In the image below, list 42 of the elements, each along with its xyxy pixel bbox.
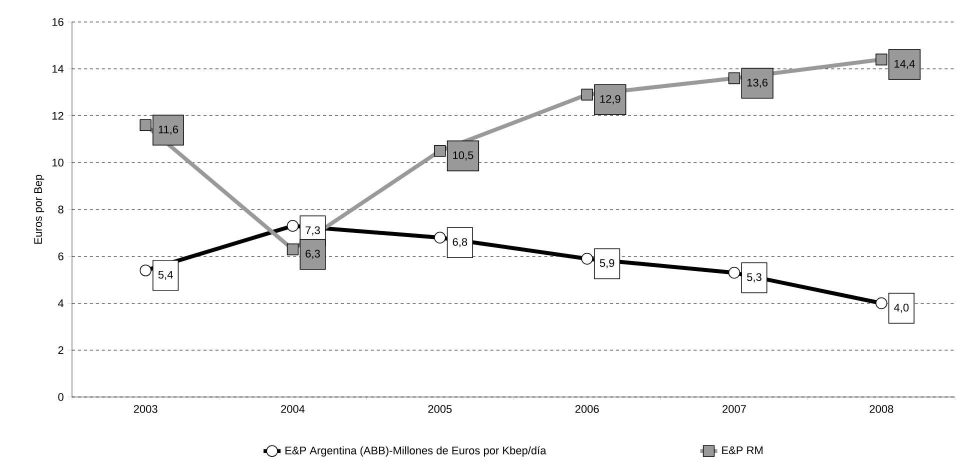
data-label: 12,9 (600, 95, 620, 104)
data-label: 11,6 (158, 126, 178, 135)
point (581, 252, 593, 265)
data-label: 5,9 (600, 259, 614, 268)
x-tick-label: 2006 (575, 405, 599, 413)
data-label: 5,4 (158, 270, 173, 280)
y-tick-label: 6 (58, 252, 64, 260)
y-tick-label: 0 (58, 393, 64, 401)
y-axis-title: Euros por Bep (34, 174, 44, 244)
data-label: 6,3 (306, 250, 320, 259)
point (876, 54, 888, 66)
y-tick-label: 10 (52, 158, 64, 167)
point (876, 297, 888, 310)
data-label: 6,8 (452, 238, 468, 248)
point (728, 266, 740, 279)
y-tick-label: 14 (52, 65, 64, 73)
point (728, 72, 740, 84)
data-label: 7,3 (306, 226, 320, 236)
y-tick-label: 8 (58, 206, 64, 214)
data-label: 14,4 (894, 60, 915, 69)
x-tick-label: 2007 (722, 405, 746, 413)
data-label: 13,6 (747, 78, 768, 88)
point (140, 264, 152, 276)
y-tick-label: 2 (58, 346, 64, 354)
point (140, 119, 152, 131)
y-tick-label: 12 (52, 112, 64, 120)
point (434, 232, 446, 244)
point (286, 243, 299, 256)
x-tick-label: 2003 (134, 405, 158, 413)
point (286, 220, 299, 232)
data-label: 4,0 (894, 304, 909, 313)
x-tick-label: 2005 (428, 405, 452, 413)
legend-label: E&P RM (722, 446, 763, 454)
data-label: 10,5 (453, 151, 474, 160)
x-tick-label: 2008 (870, 405, 894, 413)
x-tick-label: 2004 (281, 405, 305, 413)
y-tick-label: 4 (58, 299, 64, 308)
point (434, 145, 446, 157)
point (581, 88, 593, 101)
legend-label: E&P Argentina (ABB)-Millones de Euros por Kbep/día (285, 446, 546, 457)
y-tick-label: 16 (52, 18, 64, 26)
data-label: 5,3 (747, 273, 762, 282)
